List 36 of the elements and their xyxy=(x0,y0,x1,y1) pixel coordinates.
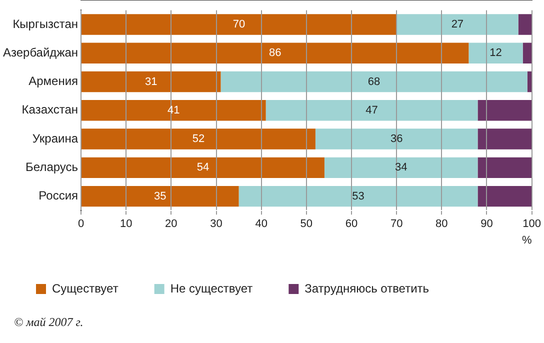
y-tick-label: Кыргызстан xyxy=(12,16,78,31)
x-tick-label: 70 xyxy=(390,218,403,230)
data-label: 27 xyxy=(451,18,464,31)
x-axis-title: % xyxy=(522,234,532,246)
data-label: 54 xyxy=(196,162,210,174)
data-label: 47 xyxy=(366,104,378,116)
data-label: 31 xyxy=(145,76,158,88)
x-tick-label: 30 xyxy=(210,218,222,230)
x-tick-label: 50 xyxy=(300,218,313,230)
x-tick-label: 0 xyxy=(78,218,84,230)
y-tick-label: Беларусь xyxy=(26,160,78,174)
y-tick-label: Россия xyxy=(38,188,78,203)
y-tick-label: Казахстан xyxy=(22,102,78,117)
x-tick-label: 20 xyxy=(165,218,178,230)
data-label: 68 xyxy=(368,76,380,88)
x-tick-label: 100 xyxy=(522,218,542,230)
data-label: 12 xyxy=(490,47,502,60)
data-label: 34 xyxy=(394,162,408,174)
legend-label: Существует xyxy=(52,281,119,296)
data-label: 86 xyxy=(268,47,282,60)
data-label: 36 xyxy=(390,133,403,146)
x-tick-label: 90 xyxy=(480,218,493,230)
data-label: 52 xyxy=(192,133,205,146)
x-tick-label: 10 xyxy=(120,218,132,230)
data-label: 70 xyxy=(232,18,246,31)
x-tick-label: 40 xyxy=(255,218,268,230)
legend-label: Не существует xyxy=(170,281,254,296)
legend-label: Затрудняюсь ответить xyxy=(304,281,430,296)
data-label: 53 xyxy=(352,190,364,202)
x-tick-label: 80 xyxy=(436,218,448,230)
y-tick-label: Азербайджан xyxy=(2,45,78,60)
y-tick-label: Армения xyxy=(28,74,78,88)
data-label: 35 xyxy=(154,190,166,202)
y-tick-label: Украина xyxy=(32,131,78,146)
text: © май 2007 г. xyxy=(13,315,84,330)
x-tick-label: 60 xyxy=(345,218,358,230)
